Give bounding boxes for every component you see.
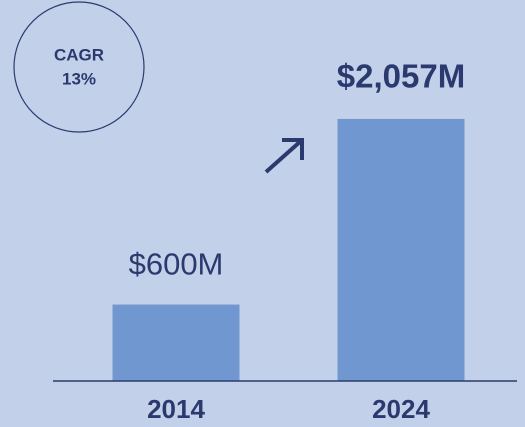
- cagr-circle: [13, 1, 145, 133]
- x-tick-label: 2014: [147, 394, 205, 424]
- value-label: $2,057M: [337, 58, 465, 95]
- bar: [337, 118, 465, 381]
- cagr-label: CAGR: [54, 45, 104, 64]
- growth-arrow: [264, 138, 304, 174]
- x-tick-label: 2024: [372, 394, 430, 424]
- bar: [112, 304, 240, 381]
- cagr-value: 13%: [62, 69, 96, 88]
- value-label: $600M: [129, 247, 224, 282]
